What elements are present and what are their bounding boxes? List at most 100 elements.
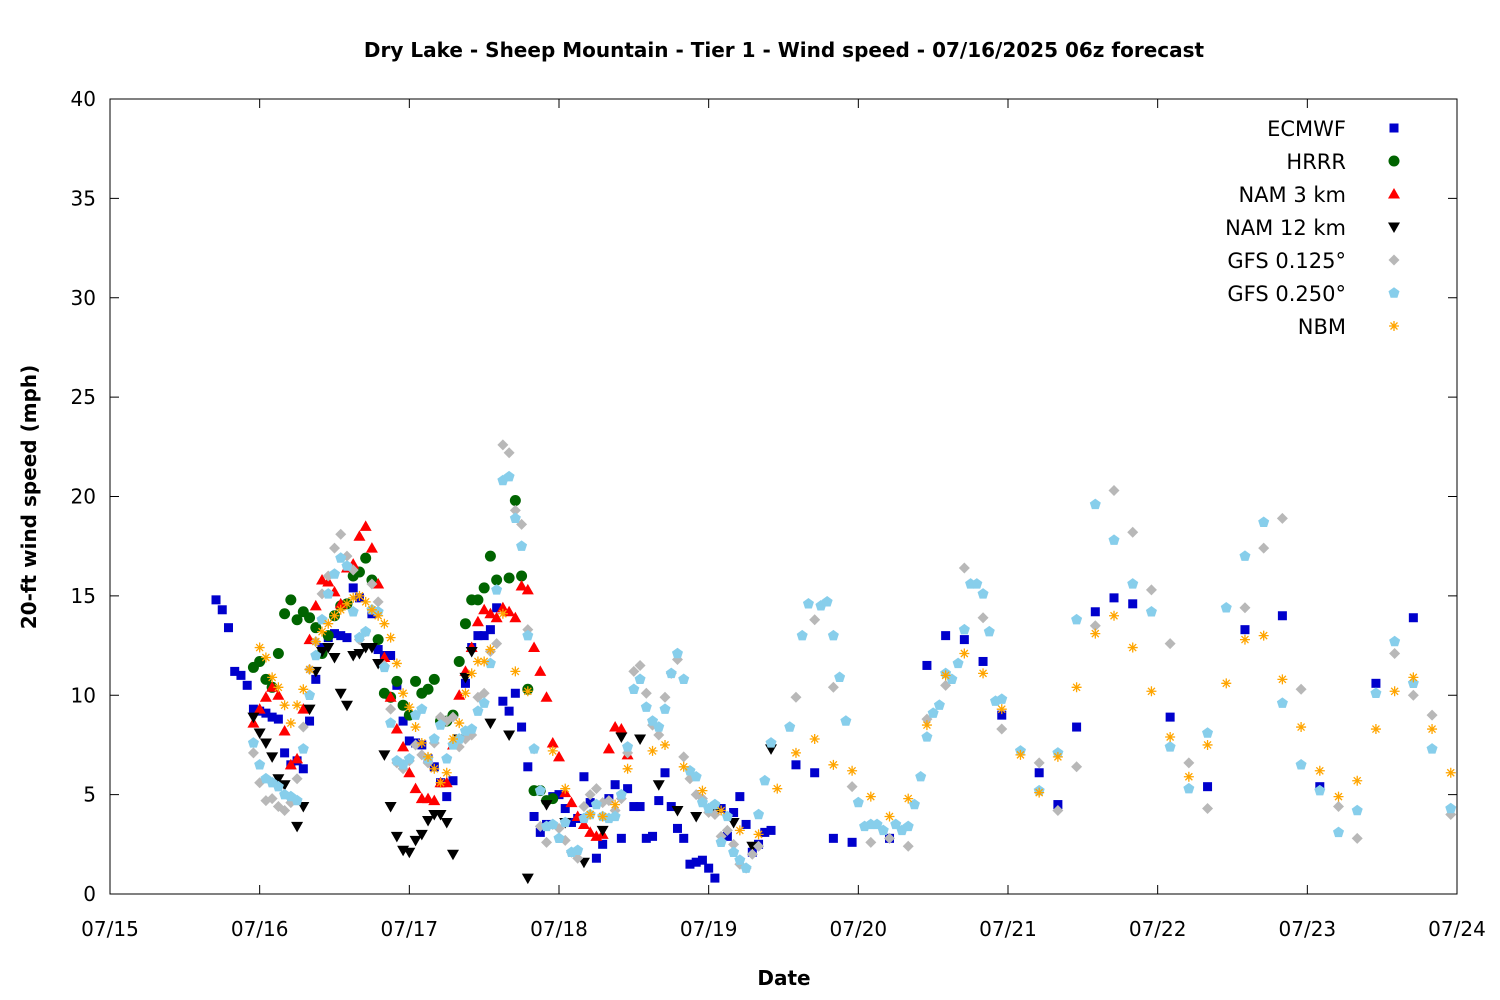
data-point-ecmwf bbox=[1277, 611, 1287, 621]
data-point-nam-3-km bbox=[365, 542, 378, 553]
data-point-ecmwf bbox=[1090, 607, 1100, 617]
y-tick-label: 35 bbox=[71, 186, 96, 210]
data-point-ecmwf bbox=[242, 680, 252, 690]
data-point-nam-12-km bbox=[272, 774, 285, 785]
data-point-gfs-0-250 bbox=[1276, 697, 1288, 708]
data-point-nam-3-km bbox=[471, 615, 484, 627]
data-point-gfs-0-250 bbox=[403, 753, 415, 764]
data-point-ecmwf bbox=[579, 772, 589, 782]
data-point-gfs-0-250 bbox=[840, 715, 852, 726]
data-point-nam-3-km bbox=[259, 691, 272, 702]
data-point-gfs-0-125 bbox=[1333, 801, 1345, 813]
data-point-gfs-0-250 bbox=[728, 846, 740, 857]
data-point-gfs-0-250 bbox=[609, 810, 621, 822]
data-point-nbm bbox=[398, 688, 409, 699]
data-point-nam-12-km bbox=[322, 643, 335, 654]
data-point-gfs-0-250 bbox=[1183, 782, 1195, 794]
data-point-hrrr bbox=[428, 673, 440, 685]
data-point-gfs-0-125 bbox=[827, 681, 839, 693]
data-point-hrrr bbox=[304, 612, 316, 624]
data-point-nbm bbox=[373, 610, 384, 621]
chart-title: Dry Lake - Sheep Mountain - Tier 1 - Win… bbox=[364, 38, 1205, 62]
data-point-nam-3-km bbox=[284, 758, 297, 770]
data-point-ecmwf bbox=[523, 762, 533, 772]
data-point-nam-12-km bbox=[247, 712, 260, 724]
data-point-ecmwf bbox=[672, 823, 682, 833]
data-point-nbm bbox=[753, 829, 764, 840]
legend-label: HRRR bbox=[1286, 150, 1346, 174]
data-point-gfs-0-125 bbox=[790, 691, 802, 703]
data-point-nam-3-km bbox=[553, 750, 565, 762]
data-point-gfs-0-250 bbox=[534, 784, 546, 796]
data-point-gfs-0-250 bbox=[709, 798, 721, 810]
data-point-nam-3-km bbox=[453, 689, 466, 700]
data-point-nbm bbox=[1314, 765, 1325, 776]
x-tick-label: 07/20 bbox=[830, 917, 888, 941]
data-point-nam-3-km bbox=[521, 583, 534, 595]
data-point-ecmwf bbox=[623, 784, 633, 794]
data-point-gfs-0-250 bbox=[1220, 602, 1232, 613]
legend-item-nam-12-km: NAM 12 km bbox=[1225, 216, 1400, 240]
data-point-nbm bbox=[329, 610, 340, 621]
data-point-nbm bbox=[285, 718, 296, 729]
data-point-ecmwf bbox=[492, 603, 502, 613]
legend-marker-ecmwf bbox=[1389, 123, 1399, 133]
data-point-nbm bbox=[1445, 767, 1456, 778]
data-point-nbm bbox=[996, 704, 1007, 715]
data-point-gfs-0-250 bbox=[921, 731, 933, 742]
data-point-nam-12-km bbox=[340, 700, 353, 712]
data-point-hrrr bbox=[272, 648, 284, 660]
data-point-gfs-0-250 bbox=[1445, 802, 1457, 814]
data-point-ecmwf bbox=[641, 833, 651, 843]
data-point-nbm bbox=[1239, 634, 1250, 645]
legend-item-nam-3-km: NAM 3 km bbox=[1238, 183, 1400, 207]
data-point-ecmwf bbox=[978, 656, 988, 666]
data-point-nbm bbox=[472, 656, 483, 667]
data-point-nam-12-km bbox=[328, 652, 341, 664]
legend-item-gfs-0-250: GFS 0.250° bbox=[1227, 282, 1400, 306]
data-point-gfs-0-125 bbox=[578, 801, 590, 813]
data-point-ecmwf bbox=[710, 873, 720, 883]
data-point-gfs-0-250 bbox=[996, 693, 1008, 704]
data-point-hrrr bbox=[397, 699, 409, 711]
data-point-ecmwf bbox=[585, 798, 595, 808]
data-point-gfs-0-250 bbox=[678, 673, 690, 685]
y-tick-label: 40 bbox=[71, 87, 96, 111]
data-point-gfs-0-125 bbox=[746, 848, 758, 860]
data-point-ecmwf bbox=[648, 831, 658, 841]
data-point-nam-12-km bbox=[446, 849, 459, 861]
data-point-nbm bbox=[790, 747, 801, 758]
data-point-nam-12-km bbox=[634, 734, 647, 745]
data-point-ecmwf bbox=[330, 629, 339, 639]
legend-label: GFS 0.250° bbox=[1227, 282, 1346, 306]
data-point-gfs-0-250 bbox=[503, 470, 515, 482]
data-point-ecmwf bbox=[922, 660, 932, 670]
data-point-nbm bbox=[423, 751, 434, 762]
data-point-gfs-0-250 bbox=[671, 647, 683, 659]
x-tick-label: 07/24 bbox=[1428, 917, 1486, 941]
series-gfs-0-125 bbox=[247, 439, 1457, 874]
data-point-nbm bbox=[1071, 682, 1082, 693]
data-point-ecmwf bbox=[1072, 722, 1082, 732]
data-point-gfs-0-125 bbox=[753, 840, 765, 852]
data-point-ecmwf bbox=[1128, 599, 1138, 609]
data-point-gfs-0-125 bbox=[1389, 648, 1401, 660]
data-point-ecmwf bbox=[1408, 613, 1418, 623]
legend-label: NAM 12 km bbox=[1225, 216, 1346, 240]
data-point-ecmwf bbox=[230, 666, 240, 676]
data-point-nbm bbox=[1258, 630, 1269, 641]
data-point-gfs-0-125 bbox=[846, 781, 858, 793]
legend-marker-nam-12-km bbox=[1388, 222, 1400, 233]
data-point-hrrr bbox=[360, 552, 372, 564]
data-point-nbm bbox=[1052, 751, 1063, 762]
data-point-nbm bbox=[479, 656, 490, 667]
data-point-gfs-0-125 bbox=[1426, 709, 1438, 721]
data-point-ecmwf bbox=[729, 808, 739, 818]
data-point-nbm bbox=[697, 785, 708, 796]
y-tick-label: 30 bbox=[71, 286, 96, 310]
data-point-nbm bbox=[416, 737, 427, 748]
data-point-gfs-0-250 bbox=[927, 707, 939, 718]
series-nbm bbox=[254, 590, 1456, 840]
data-point-hrrr bbox=[322, 630, 334, 642]
